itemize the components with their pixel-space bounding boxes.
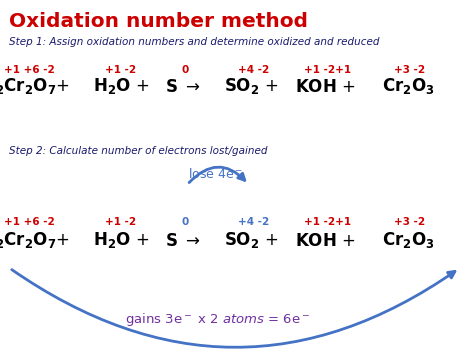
Text: $\mathbf{S}$ $\rightarrow$: $\mathbf{S}$ $\rightarrow$ <box>164 78 201 96</box>
Text: 0: 0 <box>181 217 189 227</box>
Text: 0: 0 <box>181 65 189 75</box>
Text: $\mathbf{SO_2}$ +: $\mathbf{SO_2}$ + <box>224 76 278 96</box>
Text: $\mathbf{Cr_2O_3}$: $\mathbf{Cr_2O_3}$ <box>383 230 435 250</box>
Text: +3 -2: +3 -2 <box>394 65 426 75</box>
Text: $\mathbf{H_2O}$ +: $\mathbf{H_2O}$ + <box>93 76 149 96</box>
Text: Step 1: Assign oxidation numbers and determine oxidized and reduced: Step 1: Assign oxidation numbers and det… <box>9 37 380 47</box>
Text: $\mathbf{H_2O}$ +: $\mathbf{H_2O}$ + <box>93 230 149 250</box>
Text: $\mathbf{K_2Cr_2O_7}$+: $\mathbf{K_2Cr_2O_7}$+ <box>0 230 70 250</box>
Text: $\mathbf{K_2Cr_2O_7}$+: $\mathbf{K_2Cr_2O_7}$+ <box>0 76 70 96</box>
Text: $\mathbf{KOH}$ +: $\mathbf{KOH}$ + <box>294 232 355 250</box>
Text: Step 2: Calculate number of electrons lost/gained: Step 2: Calculate number of electrons lo… <box>9 146 268 155</box>
FancyArrowPatch shape <box>12 269 455 347</box>
Text: +4 -2: +4 -2 <box>238 65 269 75</box>
Text: gains 3e$^-$ x $\mathit{2\ atoms}$ = 6e$^-$: gains 3e$^-$ x $\mathit{2\ atoms}$ = 6e$… <box>126 311 310 328</box>
Text: $\mathbf{KOH}$ +: $\mathbf{KOH}$ + <box>294 78 355 96</box>
Text: +1 +6 -2: +1 +6 -2 <box>4 217 55 227</box>
Text: +4 -2: +4 -2 <box>238 217 269 227</box>
Text: $\mathbf{SO_2}$ +: $\mathbf{SO_2}$ + <box>224 230 278 250</box>
Text: $\mathbf{Cr_2O_3}$: $\mathbf{Cr_2O_3}$ <box>383 76 435 96</box>
Text: +1 -2+1: +1 -2+1 <box>304 217 352 227</box>
Text: +1 -2: +1 -2 <box>105 65 137 75</box>
Text: +1 -2: +1 -2 <box>105 217 137 227</box>
FancyArrowPatch shape <box>189 167 245 182</box>
Text: +1 +6 -2: +1 +6 -2 <box>4 65 55 75</box>
Text: $\mathbf{S}$ $\rightarrow$: $\mathbf{S}$ $\rightarrow$ <box>164 232 201 250</box>
Text: lose 4e$^-$: lose 4e$^-$ <box>188 167 243 181</box>
Text: +1 -2+1: +1 -2+1 <box>304 65 352 75</box>
Text: +3 -2: +3 -2 <box>394 217 426 227</box>
Text: Oxidation number method: Oxidation number method <box>9 12 309 32</box>
